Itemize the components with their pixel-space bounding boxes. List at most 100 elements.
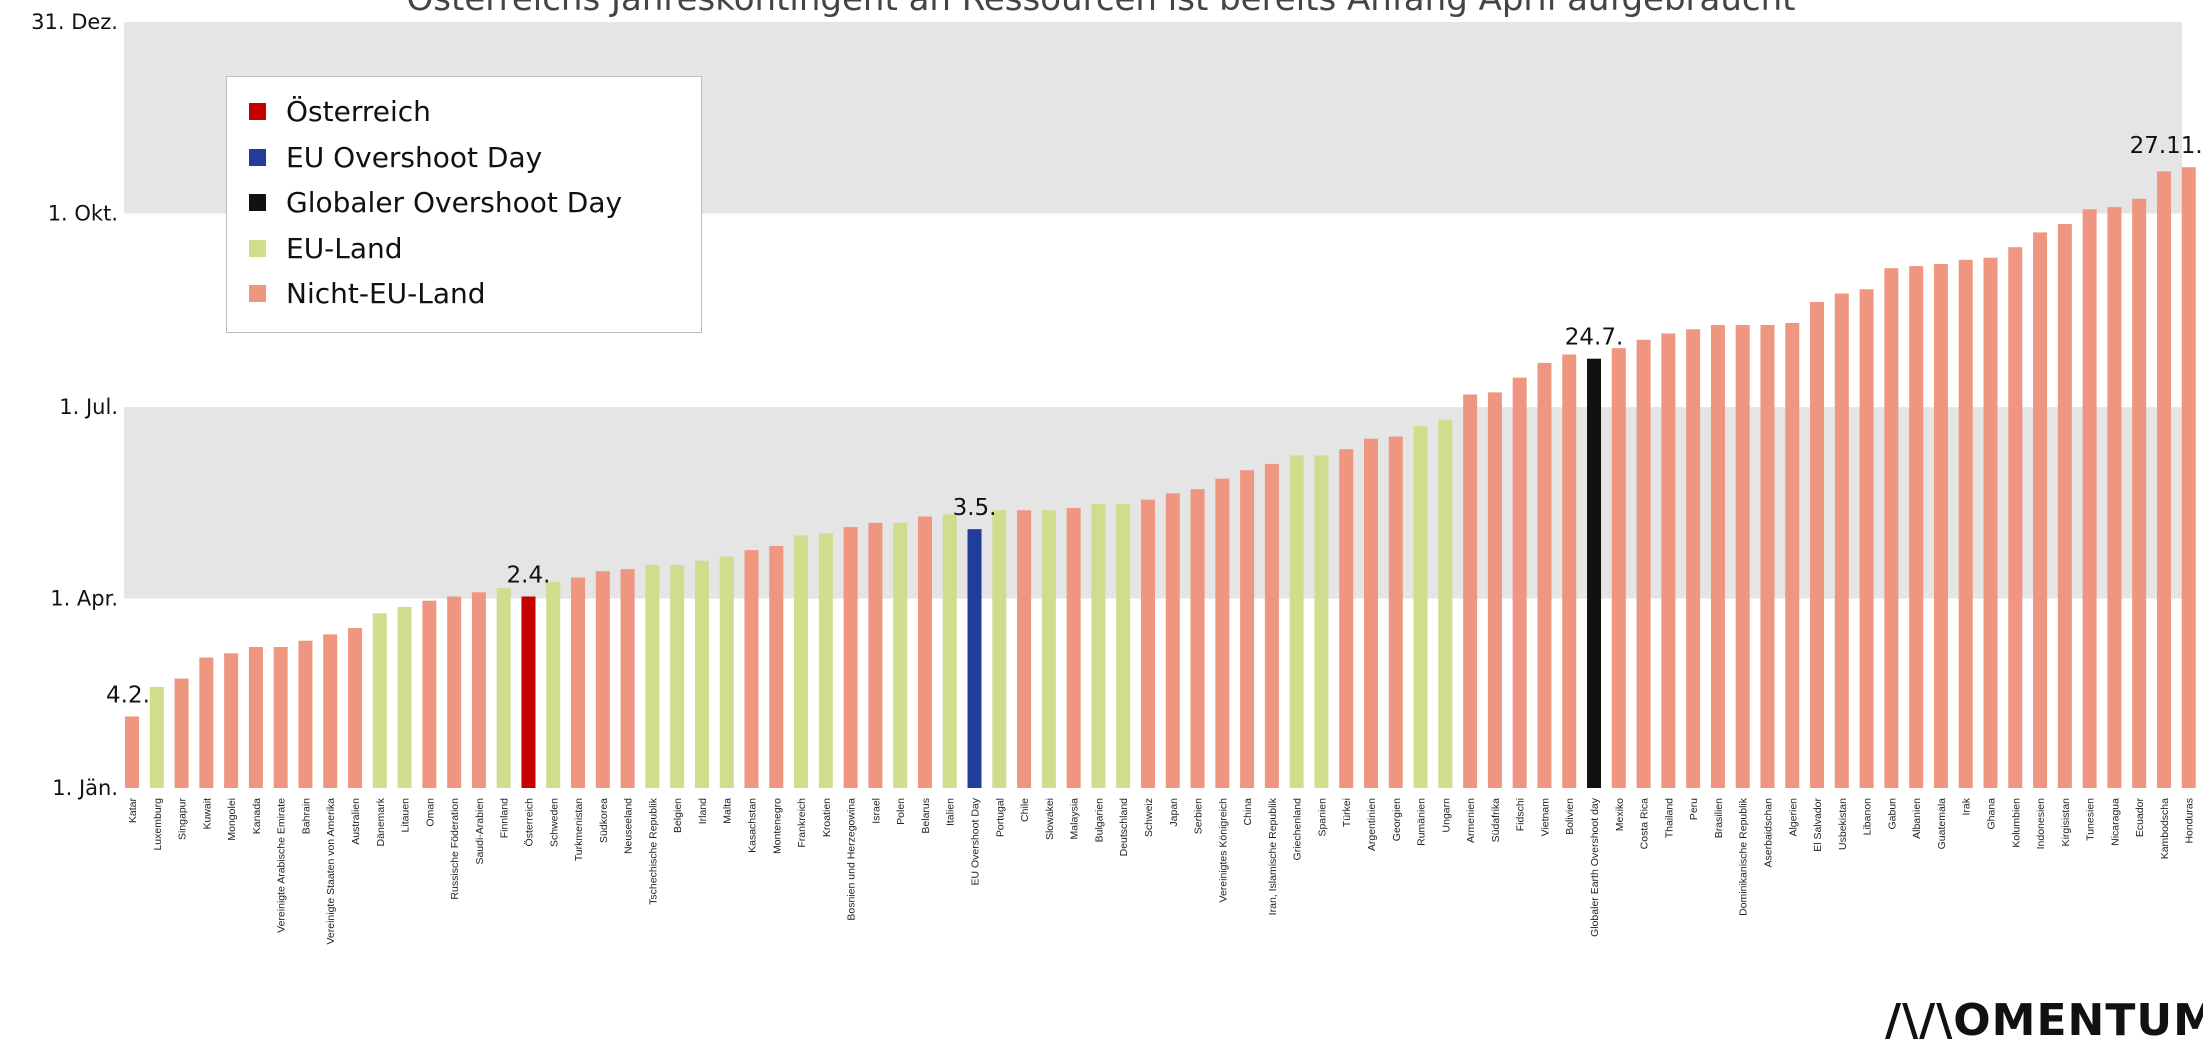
x-tick-label: China — [1242, 798, 1254, 826]
data-label: 24.7. — [1565, 325, 1624, 351]
bar-4 — [224, 653, 239, 788]
x-tick-label: Südkorea — [598, 798, 610, 843]
legend-item: Nicht-EU-Land — [249, 271, 701, 317]
x-tick-label: Costa Rica — [1639, 798, 1651, 850]
legend-label: Globaler Overshoot Day — [286, 186, 623, 220]
bar-56 — [1512, 377, 1527, 788]
x-tick-label: Brasilien — [1713, 798, 1725, 838]
bar-17 — [546, 581, 561, 788]
x-tick-label: Bosnien und Herzegowina — [846, 798, 858, 921]
legend-item: EU Overshoot Day — [249, 135, 701, 181]
bar-24 — [719, 556, 734, 788]
bar-20 — [620, 569, 635, 788]
bar-6 — [273, 647, 288, 788]
x-tick-label: Bahrain — [300, 798, 312, 834]
x-tick-label: Deutschland — [1118, 798, 1130, 857]
bar-78 — [2057, 224, 2072, 788]
bar-14 — [471, 592, 486, 788]
legend: Österreich EU Overshoot Day Globaler Overs… — [226, 76, 702, 333]
legend-swatch — [249, 103, 266, 121]
bar-26 — [769, 545, 784, 788]
bar-81 — [2132, 198, 2147, 788]
x-tick-label: Armenien — [1465, 798, 1477, 843]
legend-label: EU Overshoot Day — [286, 140, 543, 174]
bar-42 — [1165, 493, 1180, 788]
x-tick-label: Georgien — [1391, 798, 1403, 841]
bar-53 — [1438, 419, 1453, 788]
bar-33 — [942, 514, 957, 788]
bar-12 — [422, 600, 437, 788]
x-tick-label: Tunesien — [2085, 798, 2097, 841]
x-tick-label: Schweden — [548, 798, 560, 847]
x-tick-label: Oman — [424, 798, 436, 827]
bar-25 — [744, 550, 759, 788]
x-tick-label: Finnland — [499, 798, 511, 838]
bar-0 — [125, 716, 139, 788]
x-tick-label: EU Overshoot Day — [970, 797, 982, 885]
x-tick-label: Peru — [1688, 798, 1700, 820]
bar-73 — [1933, 264, 1948, 788]
x-tick-label: Kanada — [251, 798, 263, 834]
y-tick-label: 1. Apr. — [50, 587, 118, 611]
bar-27 — [794, 535, 809, 788]
x-tick-label: Turkmenistan — [573, 798, 585, 861]
legend-label: Österreich — [286, 95, 431, 129]
x-tick-label: Kasachstan — [747, 798, 759, 853]
x-tick-label: Gabun — [1886, 798, 1898, 830]
data-labels: 4.2. 2.4. 3.5. 24.7. 27.11. — [106, 133, 2203, 708]
bar-48 — [1314, 455, 1329, 788]
x-tick-label: Kroatien — [821, 798, 833, 837]
x-tick-label: Slowakei — [1044, 798, 1056, 840]
x-tick-label: Südafrika — [1490, 798, 1502, 843]
x-tick-label: Kambodscha — [2159, 798, 2171, 859]
x-tick-label: Rumänien — [1416, 798, 1428, 846]
x-tick-label: Vereinigtes Königreich — [1217, 798, 1229, 903]
x-tick-label: Irak — [1961, 797, 1973, 815]
bar-50 — [1364, 438, 1378, 788]
bar-32 — [917, 516, 932, 788]
bar-13 — [447, 596, 462, 788]
bar-31 — [893, 522, 908, 788]
x-tick-label: Honduras — [2184, 798, 2196, 844]
bar-1 — [149, 686, 164, 788]
bar-21 — [645, 564, 660, 788]
x-tick-label: Algerien — [1787, 798, 1799, 837]
bar-5 — [248, 647, 263, 788]
x-tick-label: Frankreich — [796, 798, 808, 848]
x-tick-label: Russische Föderation — [449, 798, 461, 900]
data-label: 27.11. — [2130, 133, 2203, 159]
bar-2 — [174, 678, 189, 788]
bar-67 — [1785, 322, 1800, 788]
data-label: 2.4. — [507, 563, 551, 589]
x-tick-label: Ghana — [1986, 798, 1998, 830]
y-axis: 1. Jän. 1. Apr. 1. Jul. 1. Okt. 31. Dez. — [31, 10, 118, 800]
bar-75 — [1983, 257, 1998, 788]
y-tick-label: 31. Dez. — [31, 10, 118, 34]
x-tick-label: Mongolei — [226, 798, 238, 841]
bar-51 — [1388, 436, 1403, 788]
x-tick-label: Montenegro — [771, 798, 783, 854]
legend-item: Österreich — [249, 89, 701, 135]
y-tick-label: 1. Jul. — [59, 395, 118, 419]
bar-76 — [2008, 247, 2023, 788]
bar-61 — [1636, 339, 1651, 788]
bar-28 — [818, 533, 833, 788]
bar-80 — [2107, 207, 2122, 788]
x-tick-label: Argentinien — [1366, 798, 1378, 851]
x-tick-label: Libanon — [1862, 798, 1874, 836]
legend-swatch — [249, 239, 266, 257]
x-tick-label: Litauen — [400, 798, 412, 833]
data-label: 4.2. — [106, 682, 150, 708]
x-tick-label: Luxemburg — [152, 798, 164, 851]
bar-22 — [670, 564, 685, 788]
x-tick-label: Thailand — [1663, 798, 1675, 838]
x-tick-label: Vereinigte Staaten von Amerika — [325, 798, 337, 945]
bar-3 — [199, 657, 214, 788]
x-tick-label: Portugal — [994, 798, 1006, 837]
bar-49 — [1339, 449, 1354, 788]
x-tick-label: Iran, Islamische Republik — [1267, 797, 1279, 915]
x-tick-label: Bulgarien — [1093, 798, 1105, 843]
x-tick-label: Ecuador — [2134, 797, 2146, 837]
x-tick-label: Belarus — [920, 798, 932, 834]
bar-36 — [1017, 510, 1032, 788]
